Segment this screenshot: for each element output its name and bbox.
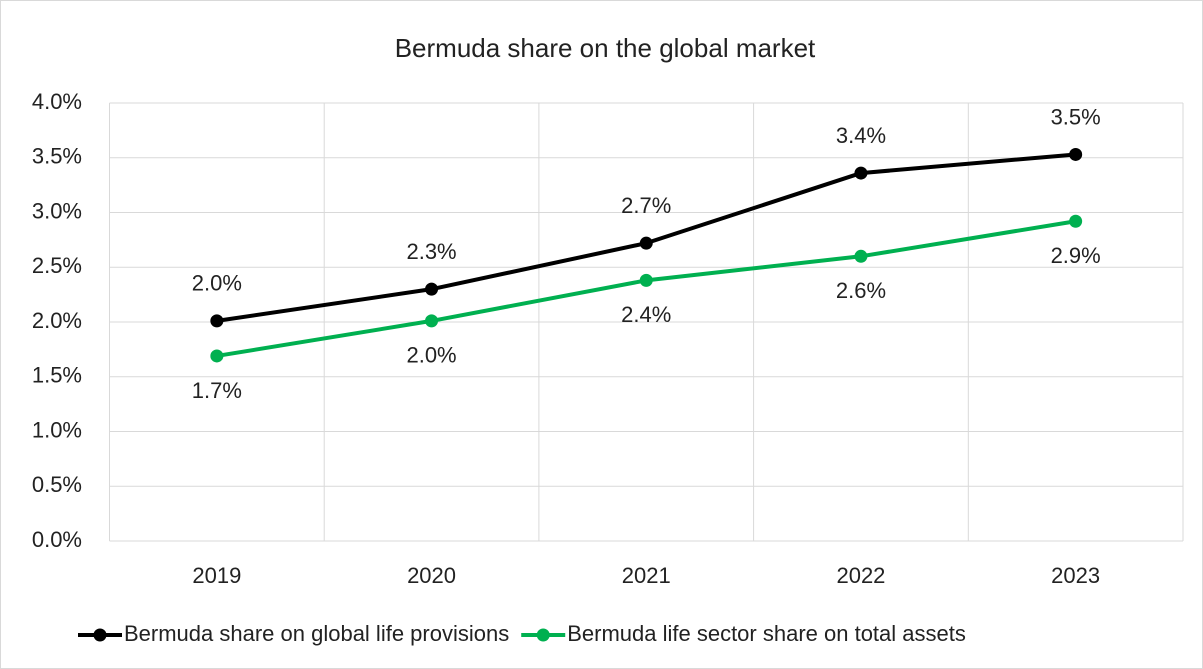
data-label: 2.7% <box>621 193 671 218</box>
legend-label: Bermuda life sector share on total asset… <box>567 621 966 646</box>
data-label: 2.0% <box>192 271 242 296</box>
x-tick-label: 2022 <box>836 563 885 588</box>
data-point <box>210 314 224 328</box>
legend-marker <box>93 628 107 642</box>
x-tick-label: 2019 <box>192 563 241 588</box>
y-tick-label: 1.0% <box>32 417 82 442</box>
legend-label: Bermuda share on global life provisions <box>124 621 509 646</box>
data-point <box>210 349 224 363</box>
y-tick-label: 3.0% <box>32 198 82 223</box>
legend-marker <box>536 628 550 642</box>
data-point <box>639 273 653 287</box>
y-tick-label: 0.0% <box>32 527 82 552</box>
y-tick-label: 1.5% <box>32 363 82 388</box>
data-label: 3.5% <box>1051 104 1101 129</box>
data-label: 3.4% <box>836 123 886 148</box>
data-point <box>425 314 439 328</box>
y-tick-label: 3.5% <box>32 144 82 169</box>
data-label: 2.3% <box>406 239 456 264</box>
x-tick-label: 2020 <box>407 563 456 588</box>
data-point <box>1069 214 1083 228</box>
x-tick-label: 2023 <box>1051 563 1100 588</box>
chart-title: Bermuda share on the global market <box>395 33 816 63</box>
data-label: 2.0% <box>406 343 456 368</box>
data-point <box>1069 147 1083 161</box>
data-point <box>854 166 868 180</box>
data-label: 2.4% <box>621 302 671 327</box>
y-tick-label: 2.0% <box>32 308 82 333</box>
data-label: 1.7% <box>192 378 242 403</box>
data-point <box>639 236 653 250</box>
data-label: 2.6% <box>836 278 886 303</box>
y-tick-label: 0.5% <box>32 472 82 497</box>
x-tick-label: 2021 <box>622 563 671 588</box>
data-point <box>854 249 868 263</box>
data-point <box>425 282 439 296</box>
y-tick-label: 2.5% <box>32 253 82 278</box>
y-tick-label: 4.0% <box>32 89 82 114</box>
data-label: 2.9% <box>1051 243 1101 268</box>
